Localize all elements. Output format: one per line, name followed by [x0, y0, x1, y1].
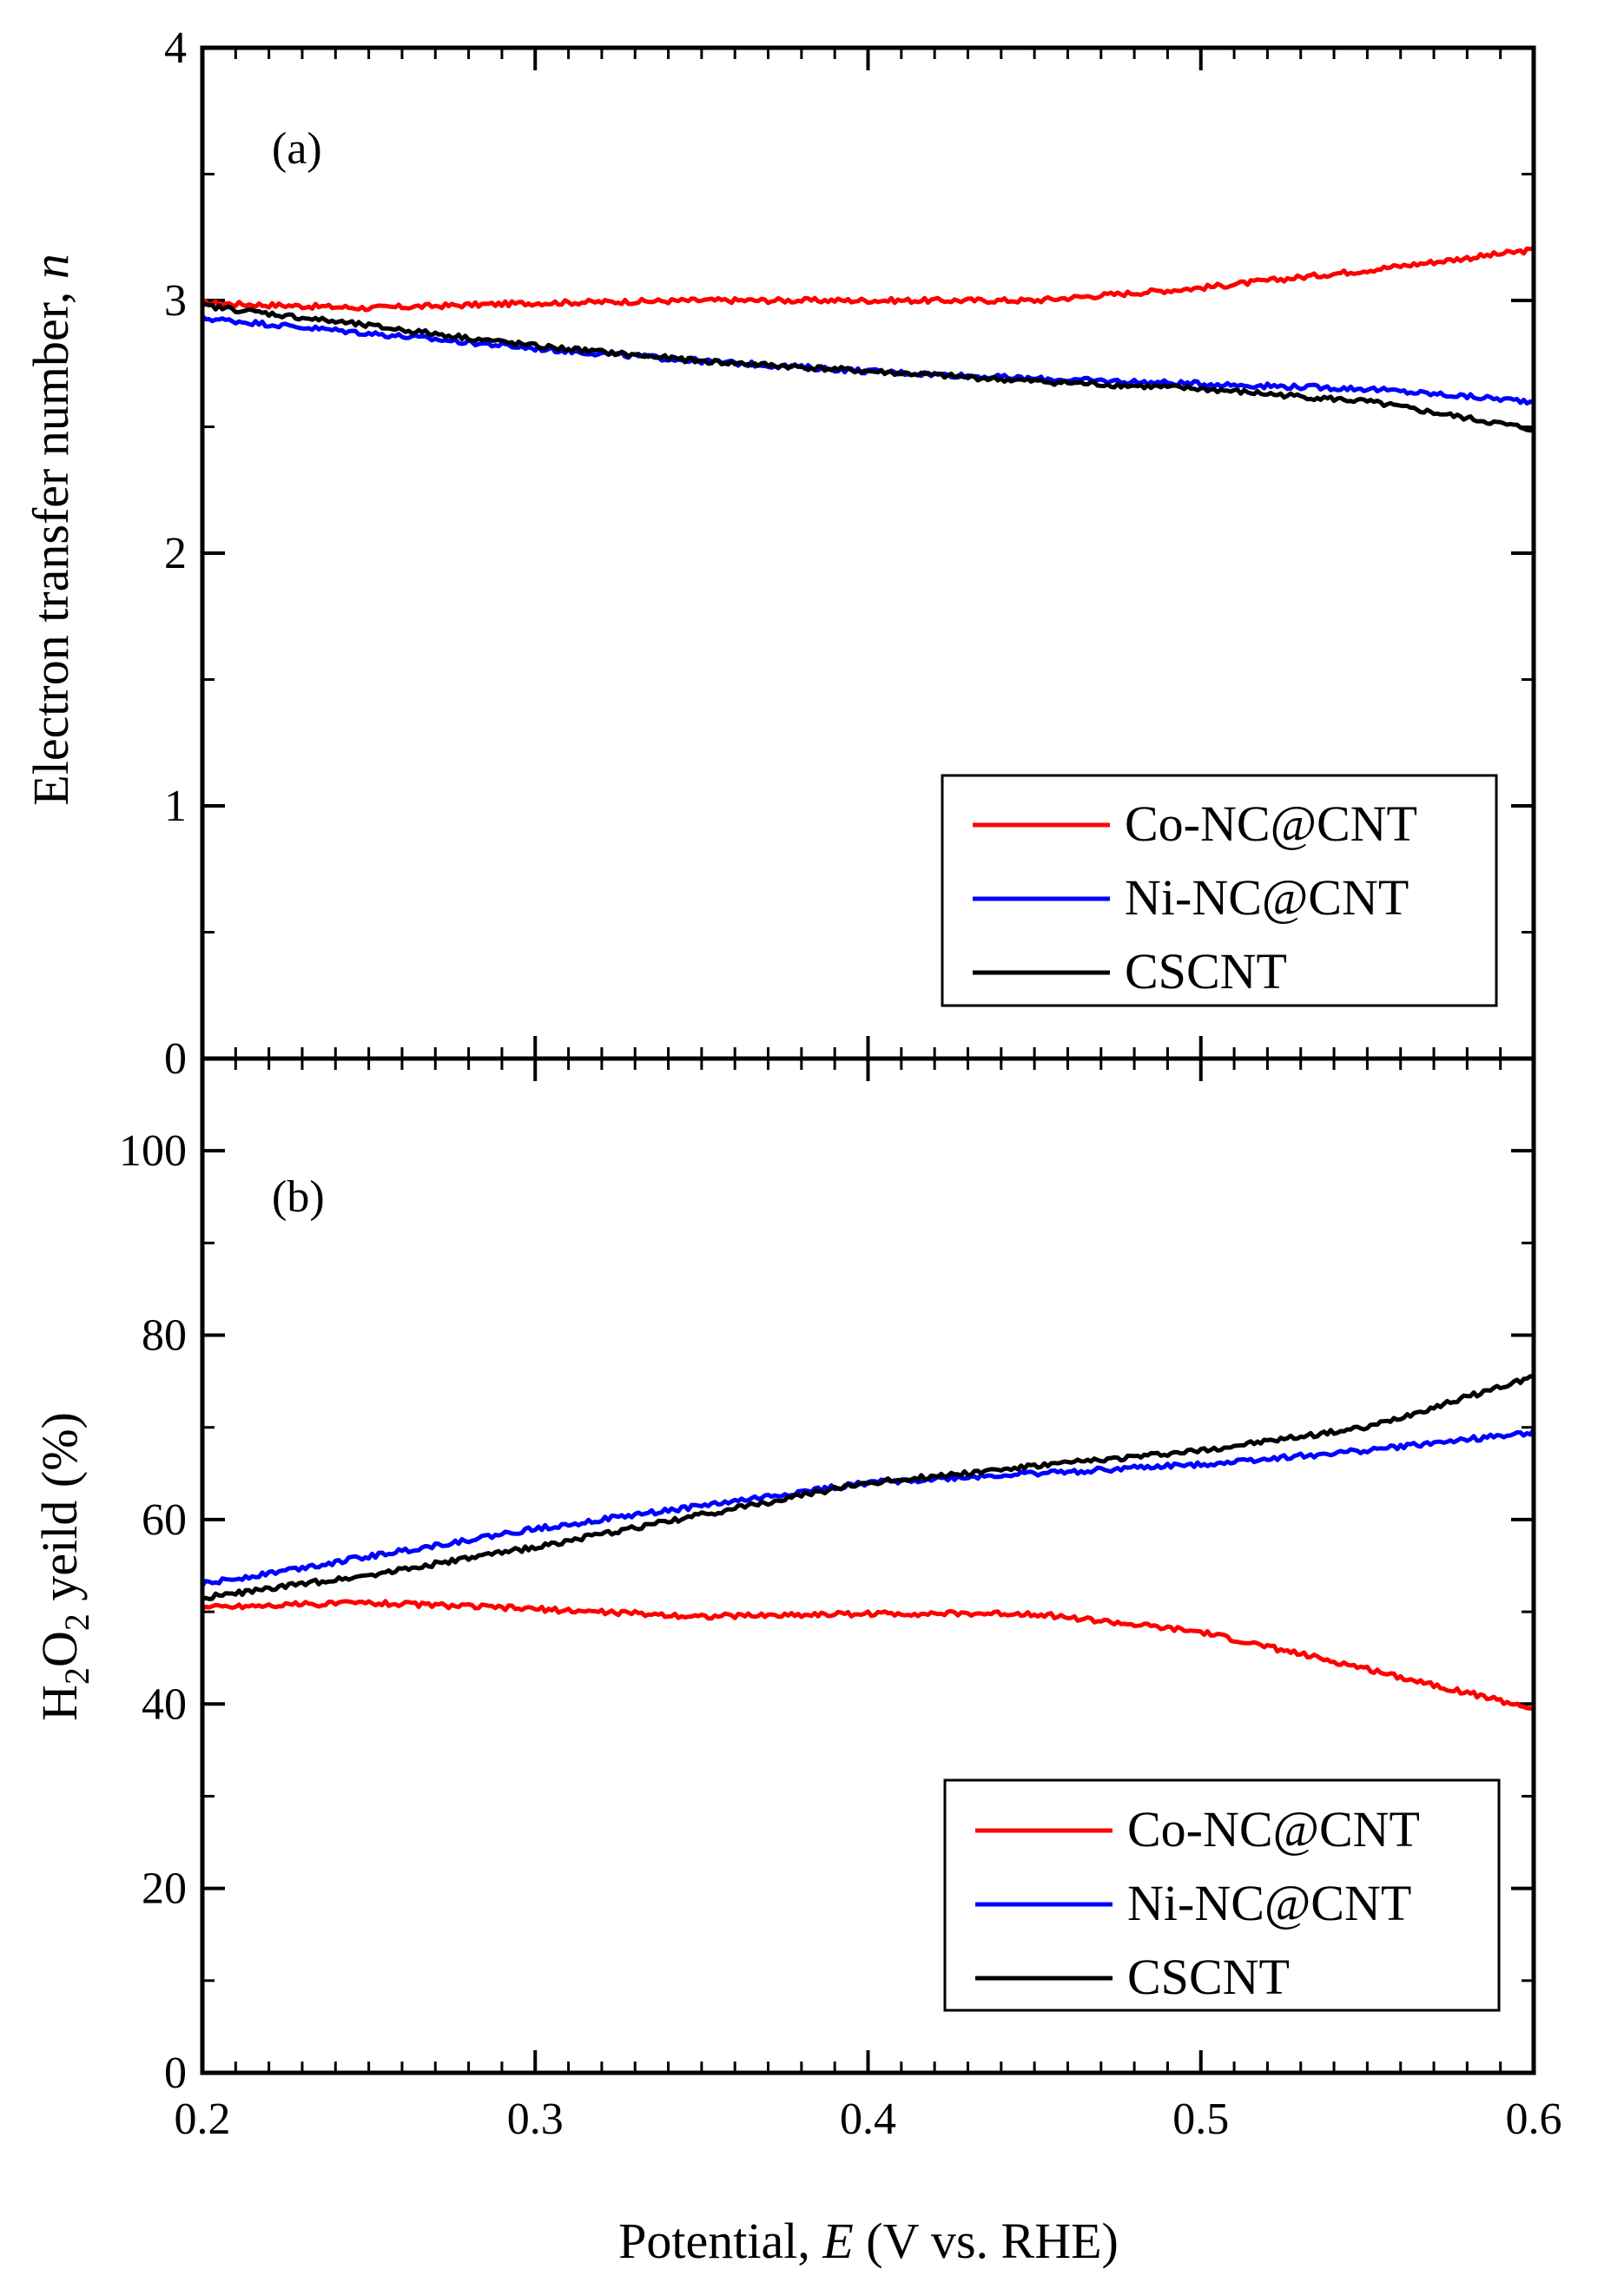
panel-a-y-tick-label: 1	[164, 782, 187, 831]
x-axis-title: Potential, E (V vs. RHE)	[618, 2213, 1119, 2269]
panel-b-ticks: 0 20 40 60 80 100 0.2 0.3 0.4 0.5 0.6	[119, 1057, 1562, 2144]
panel-a-legend-label-co: Co-NC@CNT	[1125, 795, 1417, 852]
panel-b-series-co-nc-cnt	[201, 1599, 1535, 1711]
panel-a-y-tick-label: 0	[164, 1034, 187, 1084]
panel-b-legend-label-co: Co-NC@CNT	[1127, 1801, 1420, 1857]
panel-b-series	[200, 1374, 1536, 1711]
panel-b-label: (b)	[272, 1172, 325, 1222]
panel-a-legend-label-ni: Ni-NC@CNT	[1125, 869, 1409, 926]
panel-a-y-tick-label: 2	[164, 529, 187, 578]
panel-a-ylabel: Electron transfer number, n	[23, 254, 79, 805]
panel-b-y-tick-label: 100	[119, 1126, 187, 1176]
panel-b-y-tick-label: 0	[164, 2049, 187, 2098]
x-tick-label: 0.6	[1506, 2095, 1562, 2144]
panel-b-y-tick-label: 60	[142, 1495, 187, 1545]
panel-b-legend-label-ni: Ni-NC@CNT	[1127, 1875, 1411, 1931]
x-tick-label: 0.4	[840, 2095, 896, 2144]
panel-a: (a) Electron transfer number, n 0 1 2 3 4 Co…	[23, 23, 1536, 1084]
panel-a-series	[201, 246, 1535, 433]
panel-b: (b) H2O2 yeild (%) 0 20 40 60 80 100 0.2 0.3 0.4…	[31, 1056, 1562, 2144]
panel-b-ylabel: H2O2 yeild (%)	[31, 1412, 96, 1721]
panel-a-legend-label-cscnt: CSCNT	[1125, 943, 1287, 1000]
panel-a-y-tick-label: 3	[164, 276, 187, 326]
panel-b-frame	[200, 1056, 1536, 2075]
panel-b-legend: Co-NC@CNT Ni-NC@CNT CSCNT	[943, 1778, 1501, 2012]
panel-a-label: (a)	[272, 124, 322, 174]
panel-a-y-tick-label: 4	[164, 23, 187, 73]
panel-a-series-cscnt	[201, 300, 1535, 433]
x-tick-label: 0.3	[507, 2095, 564, 2144]
panel-b-legend-box	[943, 1778, 1501, 2012]
x-tick-label: 0.2	[175, 2095, 231, 2144]
panel-a-series-co-nc-cnt	[202, 246, 1535, 313]
panel-b-legend-label-cscnt: CSCNT	[1127, 1949, 1290, 2005]
x-tick-label: 0.5	[1172, 2095, 1229, 2144]
panel-b-y-tick-label: 80	[142, 1311, 187, 1361]
panel-a-legend: Co-NC@CNT Ni-NC@CNT CSCNT	[941, 774, 1498, 1007]
panel-b-y-tick-label: 40	[142, 1679, 187, 1729]
panel-b-series-cscnt	[201, 1374, 1535, 1602]
panel-a-legend-box	[941, 774, 1498, 1007]
panel-b-y-tick-label: 20	[142, 1864, 187, 1914]
